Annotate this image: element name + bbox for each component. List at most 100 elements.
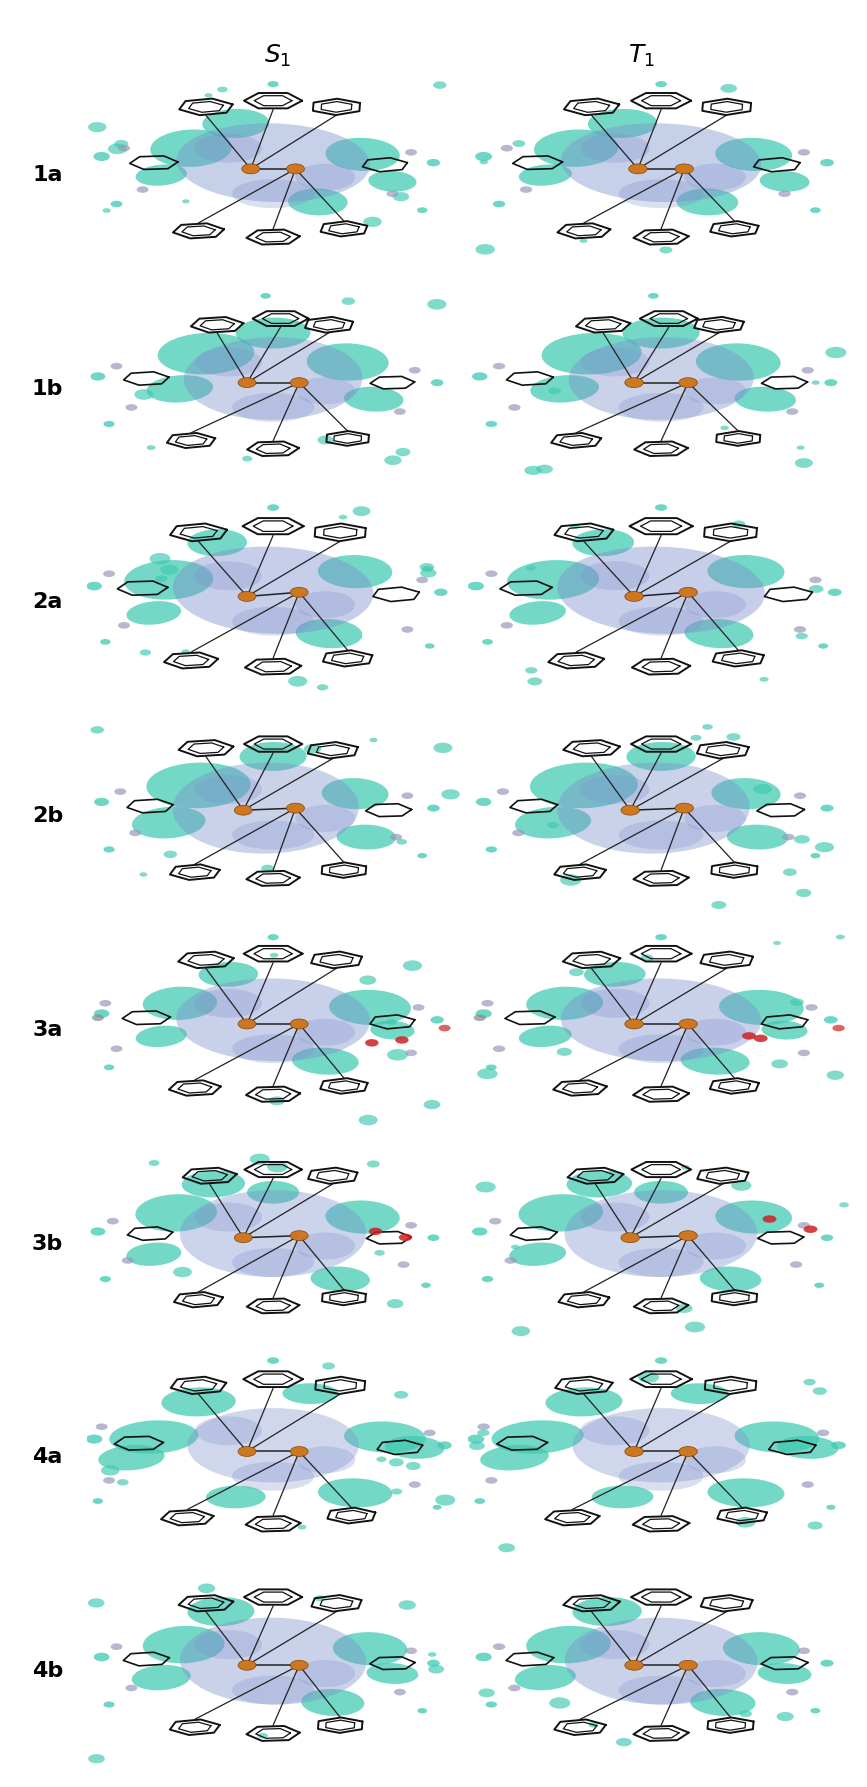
Ellipse shape (684, 804, 746, 833)
Circle shape (88, 1598, 105, 1608)
Circle shape (403, 960, 422, 970)
Circle shape (267, 504, 279, 511)
Circle shape (625, 591, 643, 602)
Ellipse shape (580, 988, 649, 1019)
Circle shape (111, 363, 122, 370)
Circle shape (804, 1380, 816, 1385)
Ellipse shape (325, 138, 400, 172)
Circle shape (831, 1442, 846, 1449)
Circle shape (427, 159, 440, 166)
Circle shape (238, 1660, 256, 1671)
Ellipse shape (288, 188, 348, 216)
Circle shape (482, 640, 492, 645)
Ellipse shape (127, 1242, 181, 1265)
Circle shape (783, 868, 797, 876)
Circle shape (478, 1424, 490, 1430)
Circle shape (424, 1430, 435, 1437)
Ellipse shape (619, 1462, 703, 1490)
Circle shape (94, 1653, 109, 1662)
Circle shape (817, 1430, 830, 1437)
Circle shape (720, 425, 729, 431)
Ellipse shape (296, 164, 355, 191)
Ellipse shape (572, 529, 634, 556)
Circle shape (100, 1001, 111, 1006)
Circle shape (103, 1701, 114, 1708)
Circle shape (268, 80, 278, 88)
Ellipse shape (367, 1664, 419, 1683)
Circle shape (731, 1179, 752, 1190)
Circle shape (420, 563, 434, 572)
Circle shape (433, 1505, 441, 1510)
Circle shape (475, 1010, 492, 1019)
Circle shape (675, 1305, 693, 1313)
Circle shape (560, 874, 581, 886)
Circle shape (92, 1015, 104, 1020)
Circle shape (648, 293, 659, 298)
Ellipse shape (158, 332, 254, 375)
Circle shape (805, 1004, 818, 1011)
Circle shape (474, 1498, 486, 1505)
Circle shape (826, 1070, 844, 1079)
Ellipse shape (195, 1417, 262, 1446)
Circle shape (102, 209, 111, 213)
Circle shape (406, 1462, 420, 1471)
Circle shape (479, 159, 488, 164)
Circle shape (290, 377, 308, 388)
Circle shape (475, 152, 492, 161)
Circle shape (114, 788, 127, 795)
Circle shape (777, 1712, 794, 1721)
Circle shape (342, 297, 355, 306)
Circle shape (786, 407, 799, 415)
Circle shape (629, 164, 647, 173)
Circle shape (486, 1701, 497, 1708)
Ellipse shape (127, 600, 181, 625)
Ellipse shape (98, 1446, 165, 1471)
Circle shape (825, 379, 838, 386)
Ellipse shape (515, 806, 591, 838)
Ellipse shape (296, 1233, 355, 1260)
Circle shape (679, 377, 697, 388)
Circle shape (790, 999, 804, 1006)
Circle shape (290, 1231, 308, 1240)
Ellipse shape (232, 179, 314, 207)
Ellipse shape (385, 1437, 445, 1458)
Circle shape (297, 1524, 306, 1530)
Circle shape (477, 1430, 490, 1437)
Circle shape (365, 1038, 379, 1047)
Circle shape (711, 901, 727, 910)
Ellipse shape (534, 129, 618, 166)
Ellipse shape (232, 1462, 314, 1490)
Circle shape (810, 207, 821, 213)
Circle shape (389, 1458, 404, 1467)
Circle shape (100, 640, 111, 645)
Circle shape (86, 1435, 102, 1444)
Circle shape (317, 684, 329, 690)
Ellipse shape (232, 1676, 314, 1705)
Ellipse shape (333, 1632, 407, 1665)
Circle shape (812, 1387, 827, 1396)
Circle shape (486, 1065, 497, 1070)
Ellipse shape (147, 375, 213, 402)
Circle shape (468, 583, 484, 590)
Circle shape (679, 588, 697, 597)
Ellipse shape (296, 1019, 355, 1045)
Text: 3a: 3a (32, 1020, 63, 1040)
Circle shape (238, 1446, 256, 1456)
Circle shape (101, 1465, 120, 1476)
Circle shape (238, 1019, 256, 1029)
Ellipse shape (344, 386, 403, 411)
Circle shape (405, 1049, 417, 1056)
Ellipse shape (161, 1387, 236, 1417)
Ellipse shape (232, 820, 314, 849)
Ellipse shape (182, 1170, 245, 1197)
Circle shape (489, 1219, 501, 1224)
Circle shape (270, 952, 278, 958)
Circle shape (702, 724, 713, 729)
Circle shape (807, 1521, 823, 1530)
Ellipse shape (143, 1626, 225, 1664)
Text: 4a: 4a (32, 1447, 63, 1467)
Circle shape (690, 734, 701, 742)
Ellipse shape (322, 777, 388, 810)
Circle shape (839, 1203, 849, 1208)
Circle shape (836, 935, 844, 940)
